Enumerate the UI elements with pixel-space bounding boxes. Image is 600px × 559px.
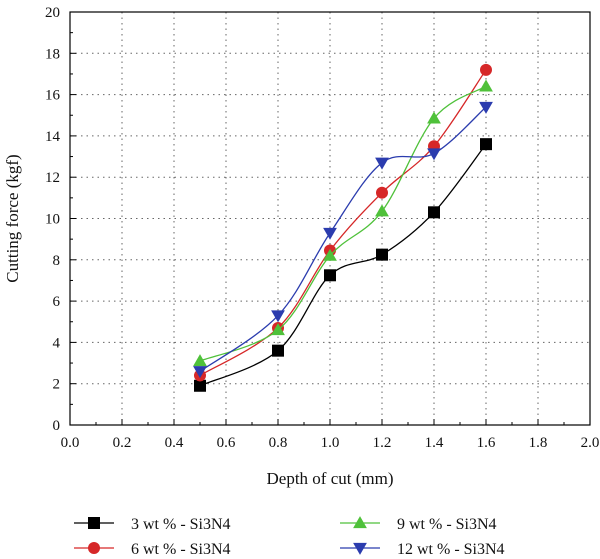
x-tick-label: 2.0	[581, 435, 600, 451]
y-tick-label: 10	[45, 212, 60, 228]
data-point	[193, 354, 207, 367]
data-point	[427, 148, 441, 161]
y-tick-label: 0	[53, 418, 61, 434]
data-point	[376, 186, 388, 199]
y-tick-label: 20	[45, 5, 60, 21]
series-layer	[193, 63, 493, 392]
data-point	[324, 269, 336, 282]
y-tick-label: 12	[45, 170, 60, 186]
legend-item: 9 wt % - Si3N4	[340, 516, 497, 533]
legend-label: 9 wt % - Si3N4	[397, 516, 497, 533]
x-tick-label: 1.0	[321, 435, 340, 451]
legend-label: 12 wt % - Si3N4	[397, 541, 505, 558]
legend-marker	[88, 542, 100, 554]
data-point	[480, 63, 492, 76]
series-line	[199, 143, 487, 387]
data-point	[376, 248, 388, 261]
data-point	[323, 227, 337, 240]
series-line	[199, 69, 487, 376]
x-tick-label: 1.2	[373, 435, 392, 451]
data-point	[375, 204, 389, 217]
legend-label: 3 wt % - Si3N4	[131, 516, 231, 533]
y-axis-title: Cutting force (kgf)	[3, 154, 22, 282]
legend-marker	[353, 542, 367, 555]
series-line	[199, 106, 487, 372]
data-point	[272, 344, 284, 357]
x-tick-label: 1.4	[425, 435, 444, 451]
legend-marker	[88, 517, 100, 529]
data-point	[194, 379, 206, 392]
y-tick-label: 16	[45, 88, 61, 104]
legend: 3 wt % - Si3N4 6 wt % - Si3N4 9 wt % - Si3…	[74, 516, 505, 558]
x-tick-label: 0.6	[217, 435, 236, 451]
data-point	[480, 138, 492, 151]
x-tick-label: 1.8	[529, 435, 548, 451]
series-line	[199, 85, 487, 362]
data-point	[193, 366, 207, 379]
data-point	[271, 310, 285, 323]
legend-item: 12 wt % - Si3N4	[340, 541, 505, 558]
data-point	[271, 323, 285, 336]
series-4	[193, 101, 493, 379]
x-tick-label: 1.6	[477, 435, 496, 451]
y-tick-label: 6	[53, 294, 61, 310]
x-tick-label: 0.2	[113, 435, 132, 451]
legend-marker	[353, 516, 367, 529]
y-tick-label: 2	[53, 377, 61, 393]
x-tick-label: 0.4	[165, 435, 184, 451]
legend-item: 3 wt % - Si3N4	[74, 516, 231, 533]
data-point	[323, 248, 337, 261]
series-3	[193, 79, 493, 367]
data-point	[479, 79, 493, 92]
y-tick-label: 18	[45, 46, 60, 62]
y-tick-label: 4	[53, 335, 61, 351]
data-point	[479, 101, 493, 114]
data-point	[428, 206, 440, 219]
series-1	[194, 138, 492, 392]
y-tick-label: 8	[53, 253, 61, 269]
series-2	[194, 63, 492, 382]
data-point	[427, 111, 441, 124]
x-axis-title: Depth of cut (mm)	[267, 469, 394, 488]
legend-label: 6 wt % - Si3N4	[131, 541, 231, 558]
axis-ticks: 0.0 0.2 0.4 0.6 0.8 1.0 1.2 1.4 1.6 1.8 2.0 0 2 4 6 8 10…	[45, 5, 599, 451]
x-tick-label: 0.8	[269, 435, 288, 451]
y-tick-label: 14	[45, 129, 61, 145]
x-tick-label: 0.0	[61, 435, 80, 451]
legend-item: 6 wt % - Si3N4	[74, 541, 231, 558]
grid-lines	[70, 12, 590, 425]
data-point	[375, 157, 389, 170]
